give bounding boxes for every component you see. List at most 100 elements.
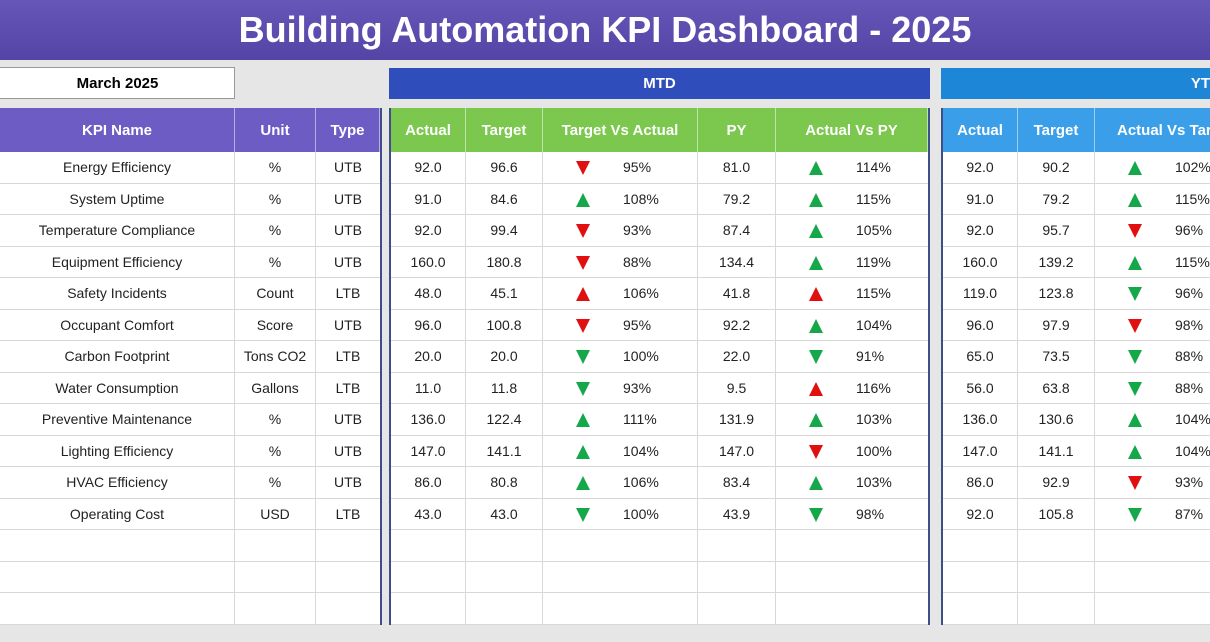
arrow-up — [1128, 192, 1142, 207]
table-cell: 136.0 — [943, 404, 1018, 436]
column-header: Actual — [391, 108, 466, 152]
table-cell: % — [235, 404, 316, 436]
table-cell: UTB — [316, 435, 380, 467]
cell-text: 11.0 — [414, 379, 442, 396]
table-cell: Lighting Efficiency — [0, 435, 235, 467]
table-cell: 119% — [776, 246, 928, 278]
table-cell: HVAC Efficiency — [0, 467, 235, 499]
table-cell: 115% — [1095, 246, 1210, 278]
percent-text: 93% — [623, 222, 652, 239]
cell-text: Tons CO2 — [243, 348, 307, 365]
table-cell: 141.1 — [466, 435, 543, 467]
column-header: Type — [316, 108, 380, 152]
cell-text: 41.8 — [722, 285, 751, 302]
table-cell: 147.0 — [698, 435, 776, 467]
table-cell: 92.9 — [1018, 467, 1095, 499]
percent-text: 111% — [623, 411, 657, 428]
table-cell: 119.0 — [943, 278, 1018, 310]
cell-text: 65.0 — [966, 348, 994, 365]
table-cell: 93% — [1095, 467, 1210, 499]
table-cell: 99.4 — [466, 215, 543, 247]
table-cell: 63.8 — [1018, 372, 1095, 404]
table-cell: 79.2 — [1018, 183, 1095, 215]
arrow-up — [576, 476, 590, 490]
table-cell — [1095, 593, 1210, 625]
table-cell: 93% — [543, 372, 698, 404]
table-cell — [943, 561, 1018, 593]
arrow-down — [1128, 224, 1142, 238]
percent-text: 103% — [856, 474, 892, 491]
percent-text: 119% — [856, 253, 891, 270]
table-cell: 86.0 — [391, 467, 466, 499]
cell-text: 99.4 — [490, 222, 518, 239]
arrow-up — [809, 476, 823, 490]
table-cell: % — [235, 215, 316, 247]
cell-text: 105.8 — [1038, 505, 1074, 522]
table-cell: 86.0 — [943, 467, 1018, 499]
column-header: Actual Vs Targ — [1095, 108, 1210, 152]
cell-text: 147.0 — [962, 442, 998, 459]
cell-text: 97.9 — [1042, 316, 1070, 333]
cell-text: USD — [260, 505, 290, 522]
table-cell: Score — [235, 309, 316, 341]
cell-text: 134.4 — [718, 253, 755, 270]
table-cell: 92.0 — [943, 152, 1018, 184]
percent-text: 106% — [623, 285, 659, 302]
arrow-up — [1128, 161, 1142, 175]
table-cell — [776, 561, 928, 593]
table-cell: 104% — [543, 435, 698, 467]
table-cell: LTB — [316, 498, 380, 530]
table-cell — [1018, 561, 1095, 593]
cell-text: 86.0 — [966, 474, 994, 491]
cell-text: 131.9 — [718, 411, 755, 428]
cell-text: 86.0 — [414, 474, 442, 491]
cell-text: LTB — [335, 505, 361, 522]
percent-text: 104% — [1175, 442, 1210, 459]
cell-text: 20.0 — [414, 348, 442, 365]
table-cell: Count — [235, 278, 316, 310]
table-cell: 102% — [1095, 152, 1210, 184]
table-cell: 9.5 — [698, 372, 776, 404]
percent-text: 108% — [623, 190, 659, 207]
cell-text: 119.0 — [963, 285, 997, 302]
table-cell: 147.0 — [943, 435, 1018, 467]
column-header: Actual Vs PY — [776, 108, 928, 152]
cell-text: 91.0 — [414, 190, 442, 207]
arrow-up — [576, 287, 590, 301]
table-cell — [235, 561, 316, 593]
table-cell: USD — [235, 498, 316, 530]
cell-text: 96.0 — [966, 316, 994, 333]
percent-text: 95% — [623, 159, 652, 176]
table-cell: 108% — [543, 183, 698, 215]
table-cell: 114% — [776, 152, 928, 184]
cell-text: % — [268, 159, 282, 176]
table-cell: 98% — [776, 498, 928, 530]
table-cell: 95.7 — [1018, 215, 1095, 247]
percent-text: 115% — [1175, 190, 1210, 207]
cell-text: 136.0 — [410, 411, 446, 428]
arrow-up — [809, 318, 823, 333]
percent-text: 100% — [856, 442, 892, 459]
table-cell — [543, 561, 698, 593]
arrow-up — [809, 413, 823, 427]
percent-text: 100% — [623, 348, 659, 365]
cell-text: 141.1 — [1038, 442, 1074, 459]
table-cell: 105% — [776, 215, 928, 247]
percent-text: 88% — [1175, 379, 1204, 396]
table-cell: 65.0 — [943, 341, 1018, 373]
dashboard-title: Building Automation KPI Dashboard - 2025 — [0, 0, 1210, 60]
table-cell: 180.8 — [466, 246, 543, 278]
cell-text: Score — [256, 316, 294, 333]
table-cell: 96% — [1095, 215, 1210, 247]
percent-text: 91% — [856, 348, 885, 365]
table-cell: 104% — [1095, 435, 1210, 467]
table-cell — [316, 561, 380, 593]
cell-text: 96.0 — [414, 316, 442, 333]
cell-text: 92.0 — [966, 505, 994, 522]
table-cell: Tons CO2 — [235, 341, 316, 373]
cell-text: % — [268, 222, 282, 239]
month-selector[interactable]: March 2025 — [0, 67, 235, 99]
table-cell — [391, 530, 466, 562]
table-cell: 96.6 — [466, 152, 543, 184]
